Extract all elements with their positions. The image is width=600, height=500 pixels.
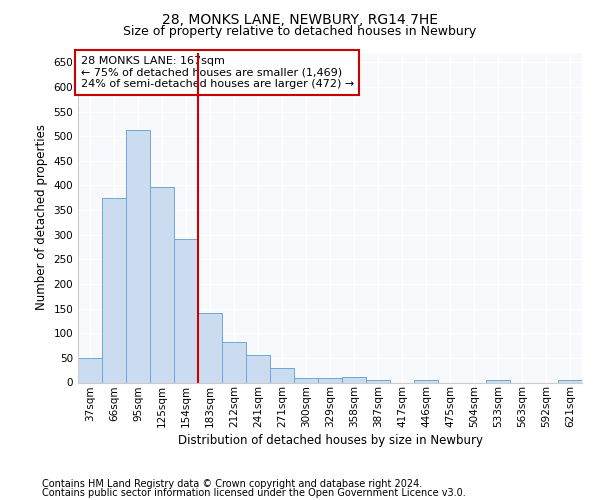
Text: 28 MONKS LANE: 167sqm
← 75% of detached houses are smaller (1,469)
24% of semi-d: 28 MONKS LANE: 167sqm ← 75% of detached … [80,56,354,89]
Bar [486,380,510,382]
Text: Contains public sector information licensed under the Open Government Licence v3: Contains public sector information licen… [42,488,466,498]
Bar [126,130,150,382]
Bar [198,312,222,382]
Bar [246,356,270,382]
Y-axis label: Number of detached properties: Number of detached properties [35,124,48,310]
Bar [102,198,126,382]
Bar [342,376,366,382]
Text: Size of property relative to detached houses in Newbury: Size of property relative to detached ho… [124,25,476,38]
Bar [414,380,438,382]
Bar [270,368,294,382]
Bar [294,378,318,382]
Bar [78,358,102,382]
Bar [222,342,246,382]
Bar [366,380,390,382]
Bar [150,187,174,382]
X-axis label: Distribution of detached houses by size in Newbury: Distribution of detached houses by size … [178,434,482,448]
Bar [318,378,342,382]
Text: 28, MONKS LANE, NEWBURY, RG14 7HE: 28, MONKS LANE, NEWBURY, RG14 7HE [162,12,438,26]
Bar [174,238,198,382]
Bar [558,380,582,382]
Text: Contains HM Land Registry data © Crown copyright and database right 2024.: Contains HM Land Registry data © Crown c… [42,479,422,489]
